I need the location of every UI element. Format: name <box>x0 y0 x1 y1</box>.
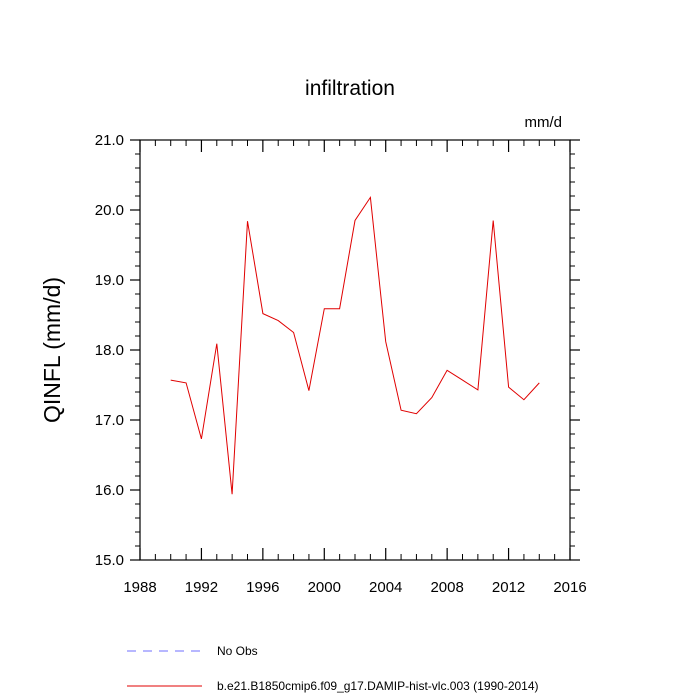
x-tick-label: 2012 <box>492 579 525 596</box>
y-axis-label: QINFL (mm/d) <box>39 277 65 423</box>
axis-tick-labels: 1988 1992 1996 2000 2004 2008 2012 2016 15.0 16.0… <box>95 132 587 596</box>
chart-title: infiltration <box>305 77 395 100</box>
y-tick-label: 21.0 <box>95 132 124 149</box>
axis-ticks <box>130 139 580 561</box>
y-tick-label: 17.0 <box>95 412 124 429</box>
x-tick-label: 2000 <box>308 579 341 596</box>
series-layer <box>170 195 540 495</box>
y-tick-label: 16.0 <box>95 482 124 499</box>
legend: No Obs b.e21.B1850cmip6.f09_g17.DAMIP-his… <box>127 644 539 693</box>
y-tick-label: 15.0 <box>95 552 124 569</box>
x-tick-label: 2008 <box>430 579 463 596</box>
series-line <box>170 195 540 495</box>
y-tick-label: 20.0 <box>95 202 124 219</box>
legend-label: No Obs <box>217 644 258 658</box>
y-tick-label: 18.0 <box>95 342 124 359</box>
x-tick-label: 1996 <box>246 579 279 596</box>
x-tick-label: 2004 <box>369 579 402 596</box>
legend-label: b.e21.B1850cmip6.f09_g17.DAMIP-hist-vlc.… <box>217 679 539 693</box>
y-tick-label: 19.0 <box>95 272 124 289</box>
x-tick-label: 2016 <box>553 579 586 596</box>
units-label: mm/d <box>525 114 563 131</box>
x-tick-label: 1992 <box>185 579 218 596</box>
x-tick-label: 1988 <box>123 579 156 596</box>
